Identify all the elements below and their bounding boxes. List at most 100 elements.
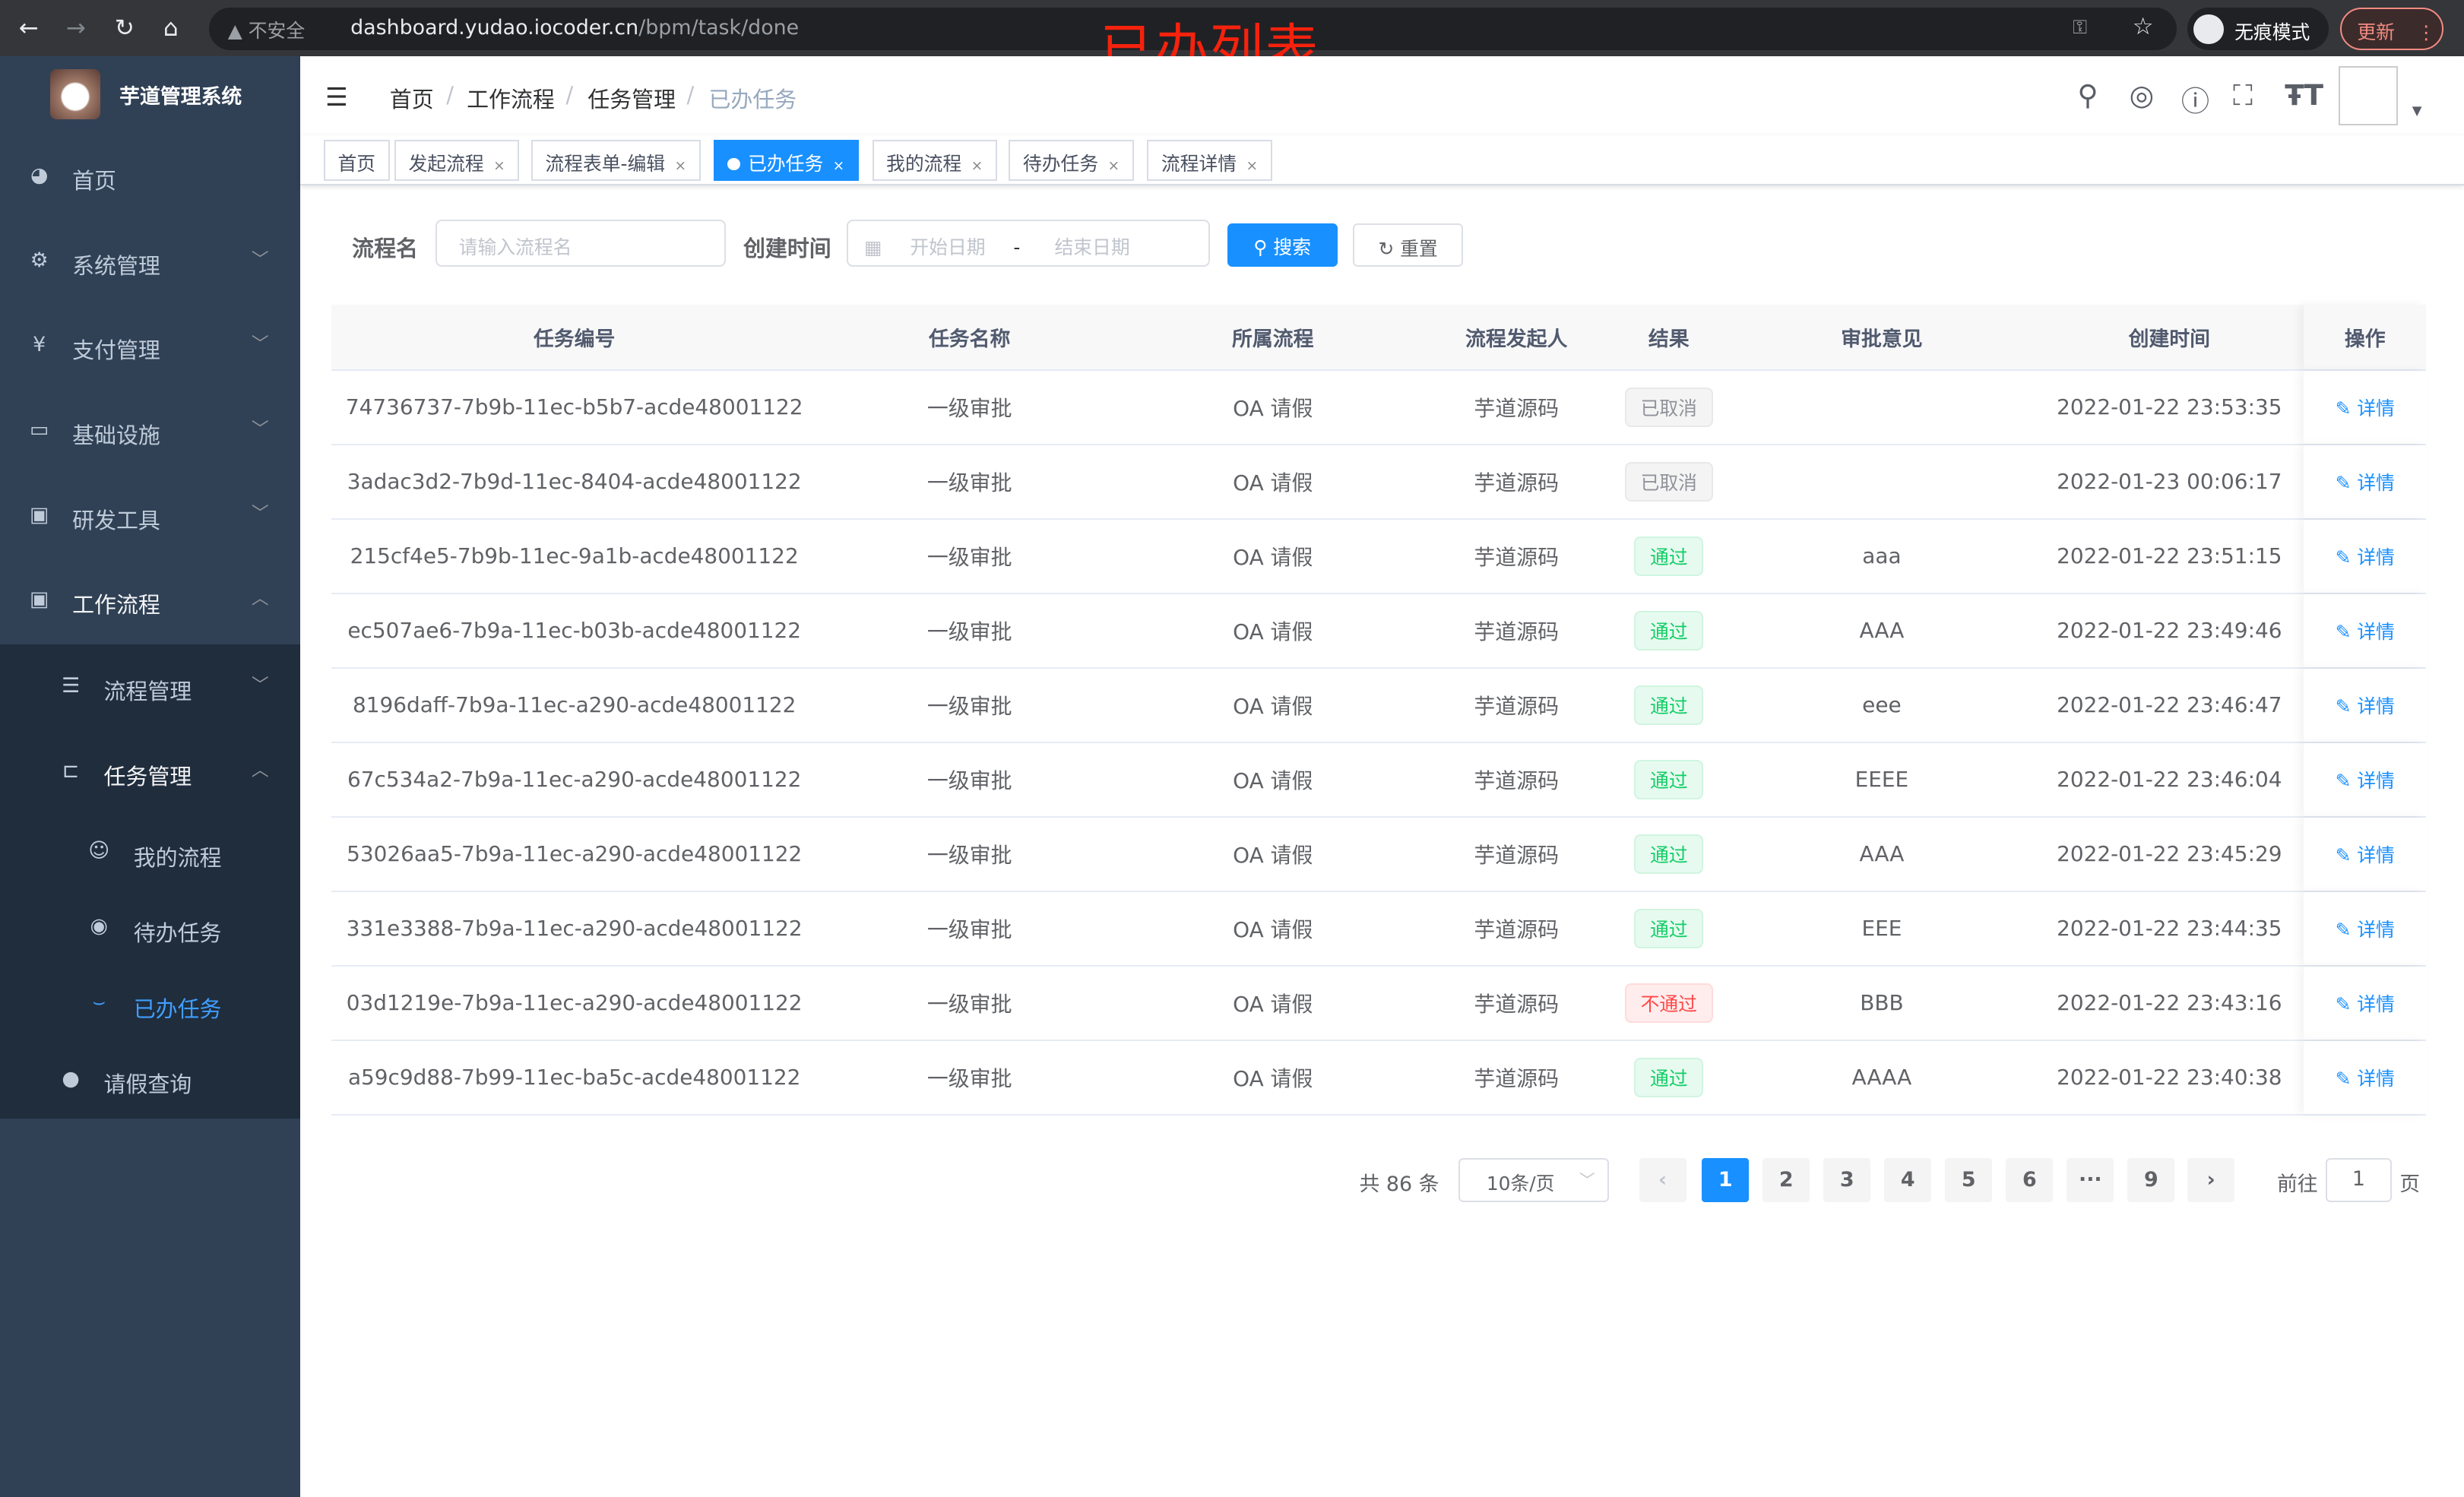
- tags-view: 首页 发起流程 × 流程表单-编辑 × 已办任务 × 我的流程 × 待办任务 × 流程详情…: [299, 135, 2464, 185]
- back-icon[interactable]: ←: [18, 14, 39, 42]
- sidebar-item-pay[interactable]: ¥ 支付管理 ﹀: [0, 305, 300, 390]
- detail-link[interactable]: ✎ 详情: [2336, 617, 2395, 644]
- tag-todo[interactable]: 待办任务 ×: [1009, 140, 1134, 181]
- sidebar-item-infra[interactable]: ▭ 基础设施 ﹀: [0, 390, 300, 475]
- detail-link[interactable]: ✎ 详情: [2336, 840, 2395, 868]
- task-id-text: 74736737-7b9b-11ec-b5b7-acde48001122: [345, 394, 803, 420]
- cell-create-time: 2022-01-22 23:45:29: [2035, 818, 2304, 891]
- goto-page-input[interactable]: 1: [2326, 1157, 2392, 1202]
- detail-link[interactable]: ✎ 详情: [2336, 692, 2395, 719]
- address-bar[interactable]: ▲ 不安全 dashboard.yudao.iocoder.cn/bpm/tas…: [208, 8, 2177, 51]
- detail-link[interactable]: ✎ 详情: [2336, 915, 2395, 942]
- more-pages-button[interactable]: ···: [2067, 1157, 2114, 1202]
- cell-task-name: 一级审批: [817, 1041, 1122, 1114]
- tag-start-process[interactable]: 发起流程 ×: [394, 140, 520, 181]
- hamburger-icon[interactable]: ☰: [325, 81, 348, 112]
- tag-process-detail[interactable]: 流程详情 ×: [1147, 140, 1272, 181]
- breadcrumb-task[interactable]: 任务管理: [587, 86, 676, 112]
- breadcrumb-separator: /: [686, 81, 695, 108]
- avatar[interactable]: [2338, 65, 2399, 126]
- detail-link[interactable]: ✎ 详情: [2336, 1064, 2395, 1091]
- tag-home[interactable]: 首页: [323, 140, 390, 181]
- home-icon[interactable]: ⌂: [163, 14, 179, 42]
- star-icon[interactable]: ☆: [2132, 12, 2154, 40]
- page-button[interactable]: 4: [1884, 1157, 1932, 1202]
- reset-button[interactable]: ↻ 重置: [1353, 223, 1463, 267]
- update-button[interactable]: 更新 ⋮: [2339, 8, 2444, 51]
- close-icon[interactable]: ×: [674, 158, 687, 175]
- sidebar-item-workflow[interactable]: ▣ 工作流程 ︿: [0, 559, 300, 644]
- incognito-indicator[interactable]: 无痕模式: [2187, 8, 2329, 51]
- page-button[interactable]: 1: [1702, 1157, 1750, 1202]
- result-badge: 不通过: [1624, 983, 1713, 1024]
- date-range-picker[interactable]: ▦ 开始日期 - 结束日期: [847, 220, 1211, 267]
- github-icon[interactable]: ◎: [2129, 78, 2155, 112]
- close-icon[interactable]: ×: [493, 158, 505, 175]
- comment-text: AAA: [1859, 618, 1905, 644]
- page-button[interactable]: 5: [1945, 1157, 1993, 1202]
- detail-link[interactable]: ✎ 详情: [2336, 394, 2395, 421]
- cell-action: ✎ 详情: [2304, 519, 2427, 593]
- sidebar-item-done[interactable]: ⌣ 已办任务: [0, 963, 300, 1038]
- result-badge: 通过: [1634, 685, 1704, 726]
- cell-result: 不通过: [1609, 967, 1728, 1040]
- tag-my-process[interactable]: 我的流程 ×: [872, 140, 997, 181]
- page-button[interactable]: 2: [1762, 1157, 1810, 1202]
- close-icon[interactable]: ×: [971, 158, 983, 175]
- detail-link[interactable]: ✎ 详情: [2336, 468, 2395, 495]
- sidebar-item-home[interactable]: ◕ 首页: [0, 135, 300, 220]
- page-button[interactable]: 6: [2006, 1157, 2054, 1202]
- detail-link[interactable]: ✎ 详情: [2336, 543, 2395, 570]
- reload-icon[interactable]: ↻: [114, 14, 135, 42]
- close-icon[interactable]: ×: [832, 158, 845, 175]
- tag-done-tasks[interactable]: 已办任务 ×: [713, 140, 859, 181]
- tag-form-edit[interactable]: 流程表单-编辑 ×: [530, 140, 701, 181]
- detail-label: 详情: [2357, 546, 2395, 568]
- close-icon[interactable]: ×: [1107, 158, 1120, 175]
- page-button[interactable]: 9: [2127, 1157, 2175, 1202]
- detail-link[interactable]: ✎ 详情: [2336, 989, 2395, 1017]
- sidebar-item-process-manage[interactable]: ☰ 流程管理 ﹀: [0, 646, 300, 731]
- tag-label: 流程详情: [1161, 153, 1237, 176]
- process-text: OA 请假: [1233, 619, 1313, 644]
- cell-task-name: 一级审批: [817, 594, 1122, 667]
- breadcrumb-workflow[interactable]: 工作流程: [467, 86, 555, 112]
- user-icon: ●: [62, 1066, 80, 1090]
- cell-result: 通过: [1609, 1041, 1728, 1114]
- key-icon[interactable]: ⚿: [2073, 15, 2088, 38]
- caret-down-icon[interactable]: ▼: [2412, 103, 2422, 119]
- prev-page-button[interactable]: ‹: [1639, 1157, 1686, 1202]
- cell-create-time: 2022-01-22 23:44:35: [2035, 892, 2304, 965]
- table-row: 74736737-7b9b-11ec-b5b7-acde48001122 一级审批…: [331, 370, 2427, 445]
- next-page-button[interactable]: ›: [2187, 1157, 2235, 1202]
- search-icon[interactable]: ⚲: [2077, 78, 2098, 112]
- cell-result: 通过: [1609, 594, 1728, 667]
- sidebar-item-task-manage[interactable]: ⊏ 任务管理 ︿: [0, 730, 300, 815]
- breadcrumb-current: 已办任务: [708, 86, 797, 112]
- cell-task-id: a59c9d88-7b99-11ec-ba5c-acde48001122: [331, 1041, 817, 1114]
- sidebar-item-todo[interactable]: ◉ 待办任务: [0, 888, 300, 963]
- breadcrumb-home[interactable]: 首页: [389, 86, 434, 112]
- sidebar-item-system[interactable]: ⚙ 系统管理 ﹀: [0, 220, 300, 305]
- detail-link[interactable]: ✎ 详情: [2336, 766, 2395, 793]
- close-icon[interactable]: ×: [1246, 158, 1259, 175]
- search-button[interactable]: ⚲ 搜索: [1227, 223, 1338, 267]
- page-size-select[interactable]: 10条/页 ﹀: [1458, 1157, 1610, 1202]
- cell-action: ✎ 详情: [2304, 1040, 2427, 1114]
- cell-create-time: 2022-01-22 23:43:16: [2035, 967, 2304, 1040]
- task-name-text: 一级审批: [926, 544, 1012, 570]
- help-icon[interactable]: ⓘ: [2181, 84, 2210, 119]
- active-dot-icon: [727, 157, 740, 171]
- sidebar-item-my-process[interactable]: ☺ 我的流程: [88, 839, 222, 872]
- forward-icon[interactable]: →: [65, 14, 86, 42]
- cell-create-time: 2022-01-22 23:40:38: [2035, 1041, 2304, 1114]
- page-button[interactable]: 3: [1823, 1157, 1871, 1202]
- font-size-icon[interactable]: ŦT: [2285, 78, 2324, 112]
- goto-page-value: 1: [2352, 1167, 2365, 1192]
- process-name-input[interactable]: 请输入流程名: [435, 220, 727, 267]
- sidebar-item-tools[interactable]: ▣ 研发工具 ﹀: [0, 474, 300, 559]
- task-id-text: 8196daff-7b9a-11ec-a290-acde48001122: [352, 692, 797, 718]
- fullscreen-icon[interactable]: ⛶: [2233, 78, 2253, 112]
- cell-process: OA 请假: [1122, 892, 1424, 965]
- sidebar-item-leave[interactable]: ● 请假查询: [0, 1039, 300, 1117]
